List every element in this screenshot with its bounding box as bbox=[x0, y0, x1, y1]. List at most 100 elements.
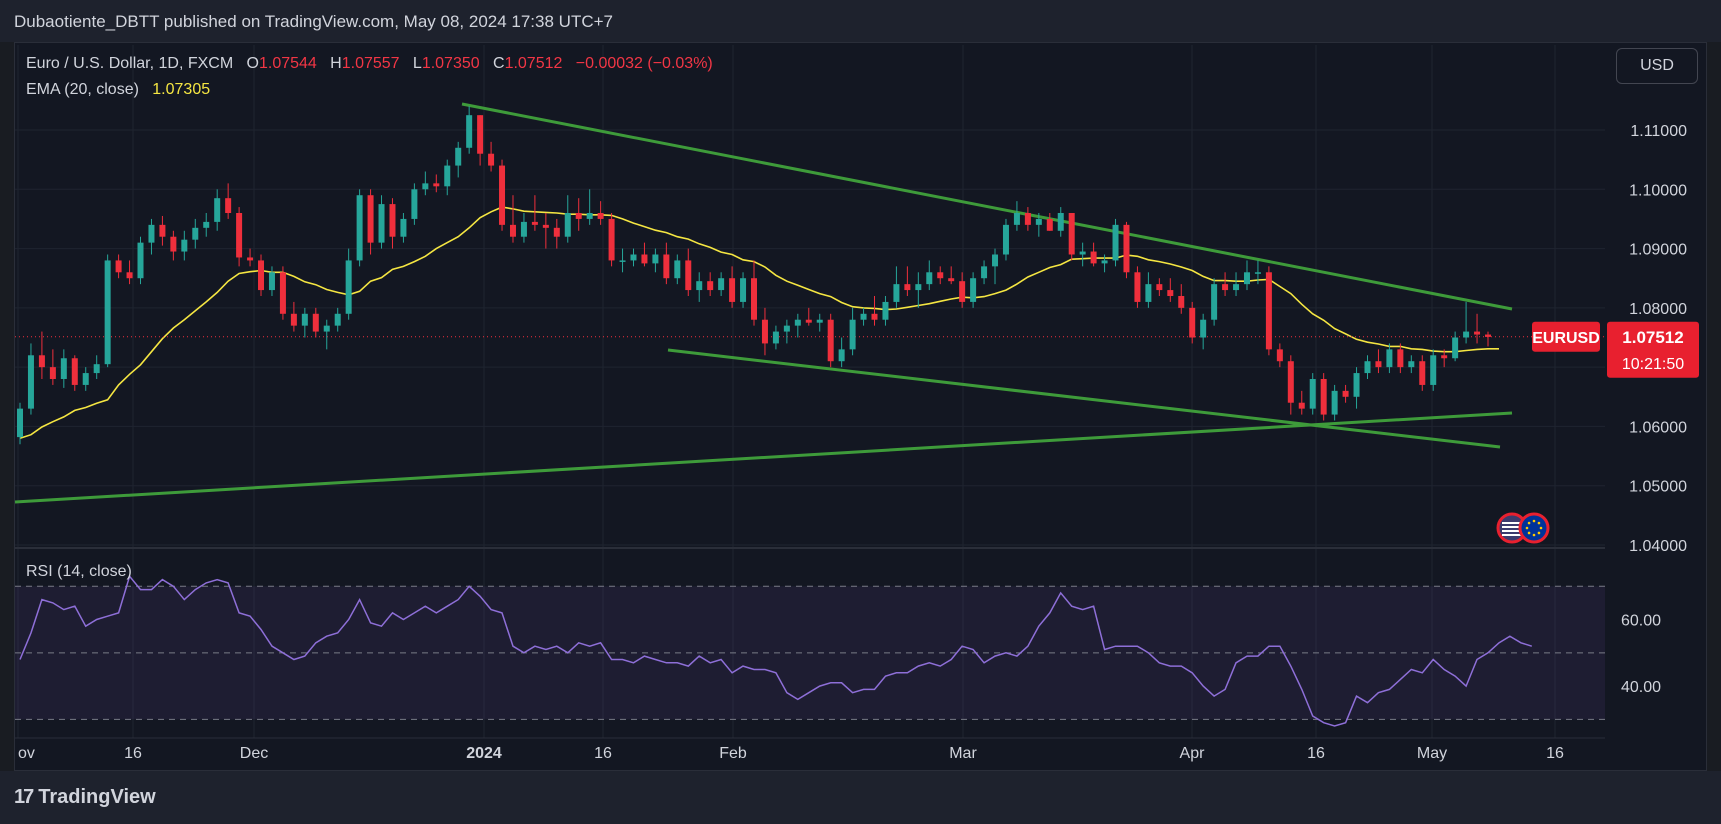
candle-body bbox=[772, 331, 779, 344]
ema-label[interactable]: EMA (20, close) bbox=[26, 81, 139, 98]
candle bbox=[159, 215, 166, 246]
candle-body bbox=[17, 408, 23, 438]
candle-body bbox=[948, 278, 955, 282]
candle bbox=[367, 189, 374, 255]
symbol-title[interactable]: Euro / U.S. Dollar, 1D, FXCM bbox=[26, 55, 234, 72]
candle-body bbox=[783, 325, 790, 332]
rsi-tick-label: 60.00 bbox=[1621, 613, 1661, 630]
candle bbox=[466, 106, 473, 154]
candle bbox=[1211, 278, 1218, 326]
candle bbox=[433, 174, 440, 193]
currency-button[interactable]: USD bbox=[1616, 48, 1698, 84]
candle bbox=[1013, 201, 1020, 231]
candle bbox=[203, 213, 210, 237]
candle bbox=[838, 337, 845, 368]
candle-body bbox=[1222, 284, 1229, 291]
candle bbox=[345, 248, 352, 320]
candle bbox=[597, 201, 604, 225]
candle-body bbox=[1068, 213, 1075, 255]
candle-body bbox=[1397, 349, 1404, 368]
candle-body bbox=[433, 183, 440, 187]
candle bbox=[1342, 384, 1349, 403]
candle bbox=[181, 230, 188, 261]
candle bbox=[1331, 384, 1338, 421]
symbol-tag-bg bbox=[1532, 321, 1600, 352]
candle bbox=[1200, 313, 1207, 350]
tradingview-logo[interactable]: 17 TradingView bbox=[14, 786, 156, 809]
candle bbox=[444, 159, 451, 196]
candle bbox=[718, 272, 725, 296]
candle bbox=[641, 242, 648, 267]
candle bbox=[1298, 390, 1305, 415]
rsi-label[interactable]: RSI (14, close) bbox=[26, 563, 132, 580]
candle-body bbox=[893, 284, 900, 302]
candle-body bbox=[258, 260, 265, 291]
candle-body bbox=[49, 367, 56, 379]
candle bbox=[93, 355, 100, 379]
candle-body bbox=[751, 278, 757, 320]
candle-body bbox=[509, 224, 516, 237]
candle bbox=[1474, 313, 1481, 344]
eu-flag-star bbox=[1525, 526, 1529, 530]
price-tag-layer: EURUSD 1.07512 10:21:50 bbox=[1496, 321, 1699, 544]
time-tick-label: Feb bbox=[719, 745, 747, 762]
candle bbox=[214, 189, 221, 231]
candle bbox=[126, 260, 133, 285]
time-tick-label: 16 bbox=[594, 745, 612, 762]
candle-layer bbox=[17, 106, 1491, 445]
candle bbox=[981, 260, 988, 285]
candle bbox=[1276, 343, 1283, 368]
chart-pane[interactable] bbox=[14, 42, 1707, 771]
candle bbox=[959, 272, 966, 308]
ema-legend: EMA (20, close) 1.07305 bbox=[26, 81, 210, 99]
candle bbox=[104, 254, 111, 368]
candle-body bbox=[170, 236, 177, 252]
candle-body bbox=[499, 165, 506, 225]
candle-body bbox=[1331, 390, 1338, 415]
candle-body bbox=[1167, 290, 1174, 296]
candle bbox=[1254, 260, 1261, 285]
candle-body bbox=[1287, 361, 1294, 403]
candle-body bbox=[586, 213, 593, 219]
candle bbox=[685, 248, 692, 296]
candle-body bbox=[1386, 349, 1393, 368]
candle-body bbox=[301, 313, 308, 326]
candle-body bbox=[247, 257, 254, 261]
candle-body bbox=[1452, 337, 1459, 359]
candle bbox=[1167, 278, 1174, 302]
candle-body bbox=[838, 349, 845, 362]
candle bbox=[1134, 266, 1141, 308]
candle-body bbox=[926, 272, 933, 285]
candle-body bbox=[575, 213, 582, 219]
candle bbox=[663, 242, 670, 285]
candle-body bbox=[1485, 334, 1491, 337]
candle-body bbox=[663, 254, 670, 279]
candle bbox=[531, 195, 538, 231]
us-flag-stripe bbox=[1502, 530, 1522, 532]
candle-body bbox=[761, 319, 768, 344]
candle-body bbox=[225, 198, 232, 213]
candle bbox=[356, 189, 363, 267]
eu-flag-star bbox=[1527, 531, 1531, 535]
eu-flag-star bbox=[1532, 519, 1536, 523]
rsi-layer bbox=[19, 574, 1533, 727]
candle bbox=[1145, 272, 1152, 308]
candle bbox=[794, 313, 801, 338]
candle-body bbox=[871, 313, 878, 320]
candle-body bbox=[477, 115, 484, 154]
candle bbox=[1265, 266, 1272, 356]
ohlc-legend: Euro / U.S. Dollar, 1D, FXCM O1.07544 H1… bbox=[26, 55, 713, 73]
candle-body bbox=[115, 260, 122, 273]
rising-support-trendline bbox=[14, 411, 1513, 504]
candle-body bbox=[630, 254, 637, 261]
upper-trendline bbox=[461, 102, 1513, 311]
price-tick-label: 1.04000 bbox=[1629, 538, 1687, 555]
us-flag-stripe bbox=[1502, 534, 1522, 536]
candle bbox=[1485, 331, 1491, 347]
candle bbox=[520, 213, 527, 243]
candle-body bbox=[1079, 251, 1086, 255]
candle bbox=[893, 266, 900, 308]
candle-body bbox=[1342, 390, 1349, 397]
candle bbox=[1364, 355, 1371, 379]
